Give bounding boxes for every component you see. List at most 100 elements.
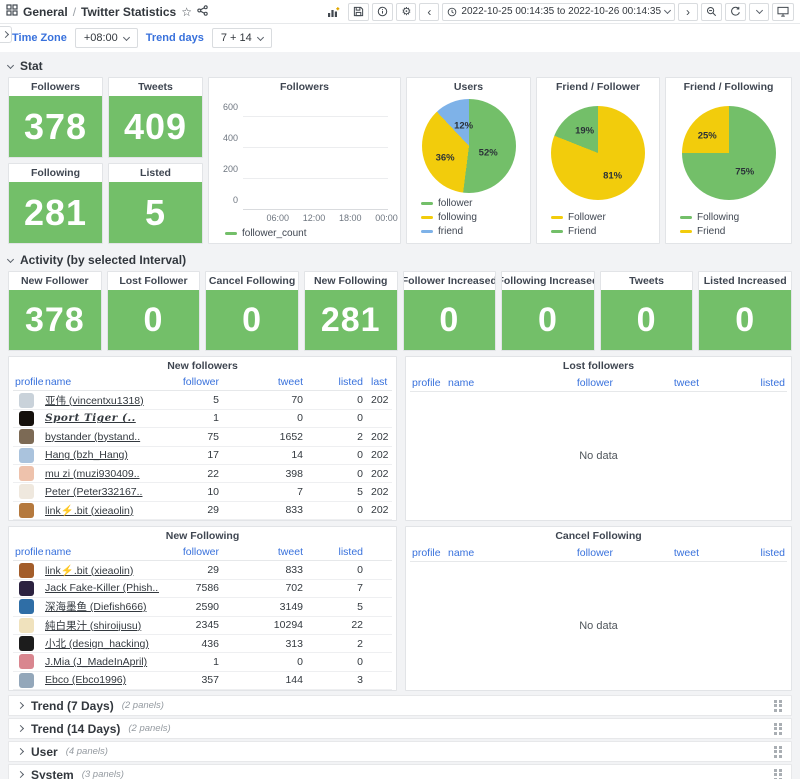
panel-title[interactable]: Tweets xyxy=(601,272,693,290)
column-header[interactable]: tweet xyxy=(221,376,305,388)
column-header[interactable]: listed xyxy=(305,376,365,388)
column-header[interactable]: name xyxy=(43,546,159,558)
column-header[interactable]: listed xyxy=(701,377,787,389)
legend-item[interactable]: following xyxy=(421,212,477,223)
column-header[interactable]: profile xyxy=(410,547,446,559)
stat-value: 5 xyxy=(109,182,202,243)
panel-title[interactable]: Follower Increased xyxy=(404,272,496,290)
table-title[interactable]: New followers xyxy=(13,357,392,374)
panel-cancel-following-table: Cancel Following profile name follower t… xyxy=(405,526,792,691)
row-trend-7-days[interactable]: Trend (7 Days) (2 panels) xyxy=(8,695,792,716)
column-header[interactable]: name xyxy=(43,376,159,388)
expand-menu-tab[interactable] xyxy=(0,26,12,43)
table-row: link⚡.bit (xieaolin) 29 833 0 202 xyxy=(13,502,392,520)
refresh-interval-button[interactable] xyxy=(749,3,769,21)
panel-title[interactable]: Listed Increased xyxy=(699,272,791,290)
tweet-count: 702 xyxy=(221,582,305,594)
breadcrumb-folder[interactable]: General xyxy=(23,5,68,19)
gear-icon: ⚙ xyxy=(401,6,411,17)
row-user[interactable]: User (4 panels) xyxy=(8,741,792,762)
timezone-select[interactable]: +08:00 xyxy=(75,28,138,48)
panel-title[interactable]: Followers xyxy=(9,78,102,96)
refresh-button[interactable] xyxy=(725,3,746,21)
legend-item[interactable]: friend xyxy=(421,226,463,237)
chevron-down-icon xyxy=(664,7,671,14)
table-row: Ebco (Ebco1996) 357 144 3 xyxy=(13,672,392,690)
column-header[interactable]: tweet xyxy=(615,377,701,389)
panel-title[interactable]: Lost Follower xyxy=(108,272,200,290)
dashboard-grid-icon[interactable] xyxy=(6,4,18,19)
avatar xyxy=(19,429,34,444)
column-header[interactable]: profile xyxy=(13,376,43,388)
stat-grid: Followers 378 Tweets 409 Following 281 L… xyxy=(8,77,203,244)
gridline xyxy=(243,178,388,179)
panel-title[interactable]: Friend / Follower xyxy=(537,78,659,96)
table-title[interactable]: Cancel Following xyxy=(410,527,787,544)
drag-handle-icon[interactable] xyxy=(774,723,782,735)
legend-item[interactable]: Friend xyxy=(551,226,596,237)
drag-handle-icon[interactable] xyxy=(774,746,782,758)
panel-title[interactable]: Listed xyxy=(109,164,202,182)
legend-item[interactable]: Following xyxy=(680,212,739,223)
column-header[interactable]: listed xyxy=(305,546,365,558)
panel-title[interactable]: Cancel Following xyxy=(206,272,298,290)
column-header[interactable]: tweet xyxy=(615,547,701,559)
legend-label[interactable]: follower_count xyxy=(242,228,306,239)
column-header[interactable]: follower xyxy=(566,377,615,389)
table-title[interactable]: Lost followers xyxy=(410,357,787,374)
save-dashboard-button[interactable] xyxy=(348,3,369,21)
listed-count: 7 xyxy=(305,582,365,594)
legend-item[interactable]: Follower xyxy=(551,212,606,223)
row-trend-14-days[interactable]: Trend (14 Days) (2 panels) xyxy=(8,718,792,739)
row-system[interactable]: System (3 panels) xyxy=(8,764,792,779)
legend-item[interactable]: Friend xyxy=(680,226,725,237)
follower-count: 29 xyxy=(159,564,221,576)
column-header[interactable]: last xyxy=(365,376,392,388)
column-header[interactable]: tweet xyxy=(221,546,305,558)
panel-title[interactable]: Tweets xyxy=(109,78,202,96)
share-icon[interactable] xyxy=(197,5,208,19)
trend-days-select[interactable]: 7 + 14 xyxy=(212,28,272,48)
pie-slice-label: 81% xyxy=(603,170,622,181)
add-panel-button[interactable] xyxy=(322,3,345,21)
column-header[interactable]: listed xyxy=(701,547,787,559)
time-range-forward-button[interactable]: › xyxy=(678,3,698,21)
section-header-stat[interactable]: Stat xyxy=(8,56,792,76)
cycle-view-button[interactable] xyxy=(772,3,794,21)
panel-title[interactable]: Users xyxy=(407,78,530,96)
pie-slice-label: 52% xyxy=(479,148,498,159)
panel-title[interactable]: Friend / Following xyxy=(666,78,791,96)
x-axis-line xyxy=(243,209,388,210)
star-icon[interactable]: ☆ xyxy=(181,6,192,18)
legend-swatch xyxy=(680,216,692,219)
column-header[interactable]: follower xyxy=(566,547,615,559)
column-header[interactable]: follower xyxy=(159,546,221,558)
dashboard-settings-button[interactable]: ⚙ xyxy=(396,3,416,21)
drag-handle-icon[interactable] xyxy=(774,700,782,712)
column-header[interactable]: profile xyxy=(410,377,446,389)
section-header-activity[interactable]: Activity (by selected Interval) xyxy=(8,250,792,270)
panel-title[interactable]: New Following xyxy=(305,272,397,290)
column-header[interactable]: profile xyxy=(13,546,43,558)
dashboard-info-button[interactable] xyxy=(372,3,393,21)
avatar xyxy=(19,448,34,463)
follower-count: 1 xyxy=(159,412,221,424)
drag-handle-icon[interactable] xyxy=(774,769,782,779)
column-header[interactable]: follower xyxy=(159,376,221,388)
tweet-count: 144 xyxy=(221,674,305,686)
table-title[interactable]: New Following xyxy=(13,527,392,544)
stat-value: 0 xyxy=(502,290,594,350)
column-header[interactable]: name xyxy=(446,377,566,389)
follower-count: 1 xyxy=(159,656,221,668)
panel-title[interactable]: Followers xyxy=(213,78,396,96)
time-range-picker-button[interactable]: 2022-10-25 00:14:35 to 2022-10-26 00:14:… xyxy=(442,3,675,21)
panel-title[interactable]: New Follower xyxy=(9,272,101,290)
time-range-back-button[interactable]: ‹ xyxy=(419,3,439,21)
avatar xyxy=(19,618,34,633)
column-header[interactable]: name xyxy=(446,547,566,559)
panel-following: Following 281 xyxy=(8,163,103,244)
legend-item[interactable]: follower xyxy=(421,198,472,209)
panel-title[interactable]: Following Increased xyxy=(502,272,594,290)
zoom-out-button[interactable] xyxy=(701,3,722,21)
panel-title[interactable]: Following xyxy=(9,164,102,182)
